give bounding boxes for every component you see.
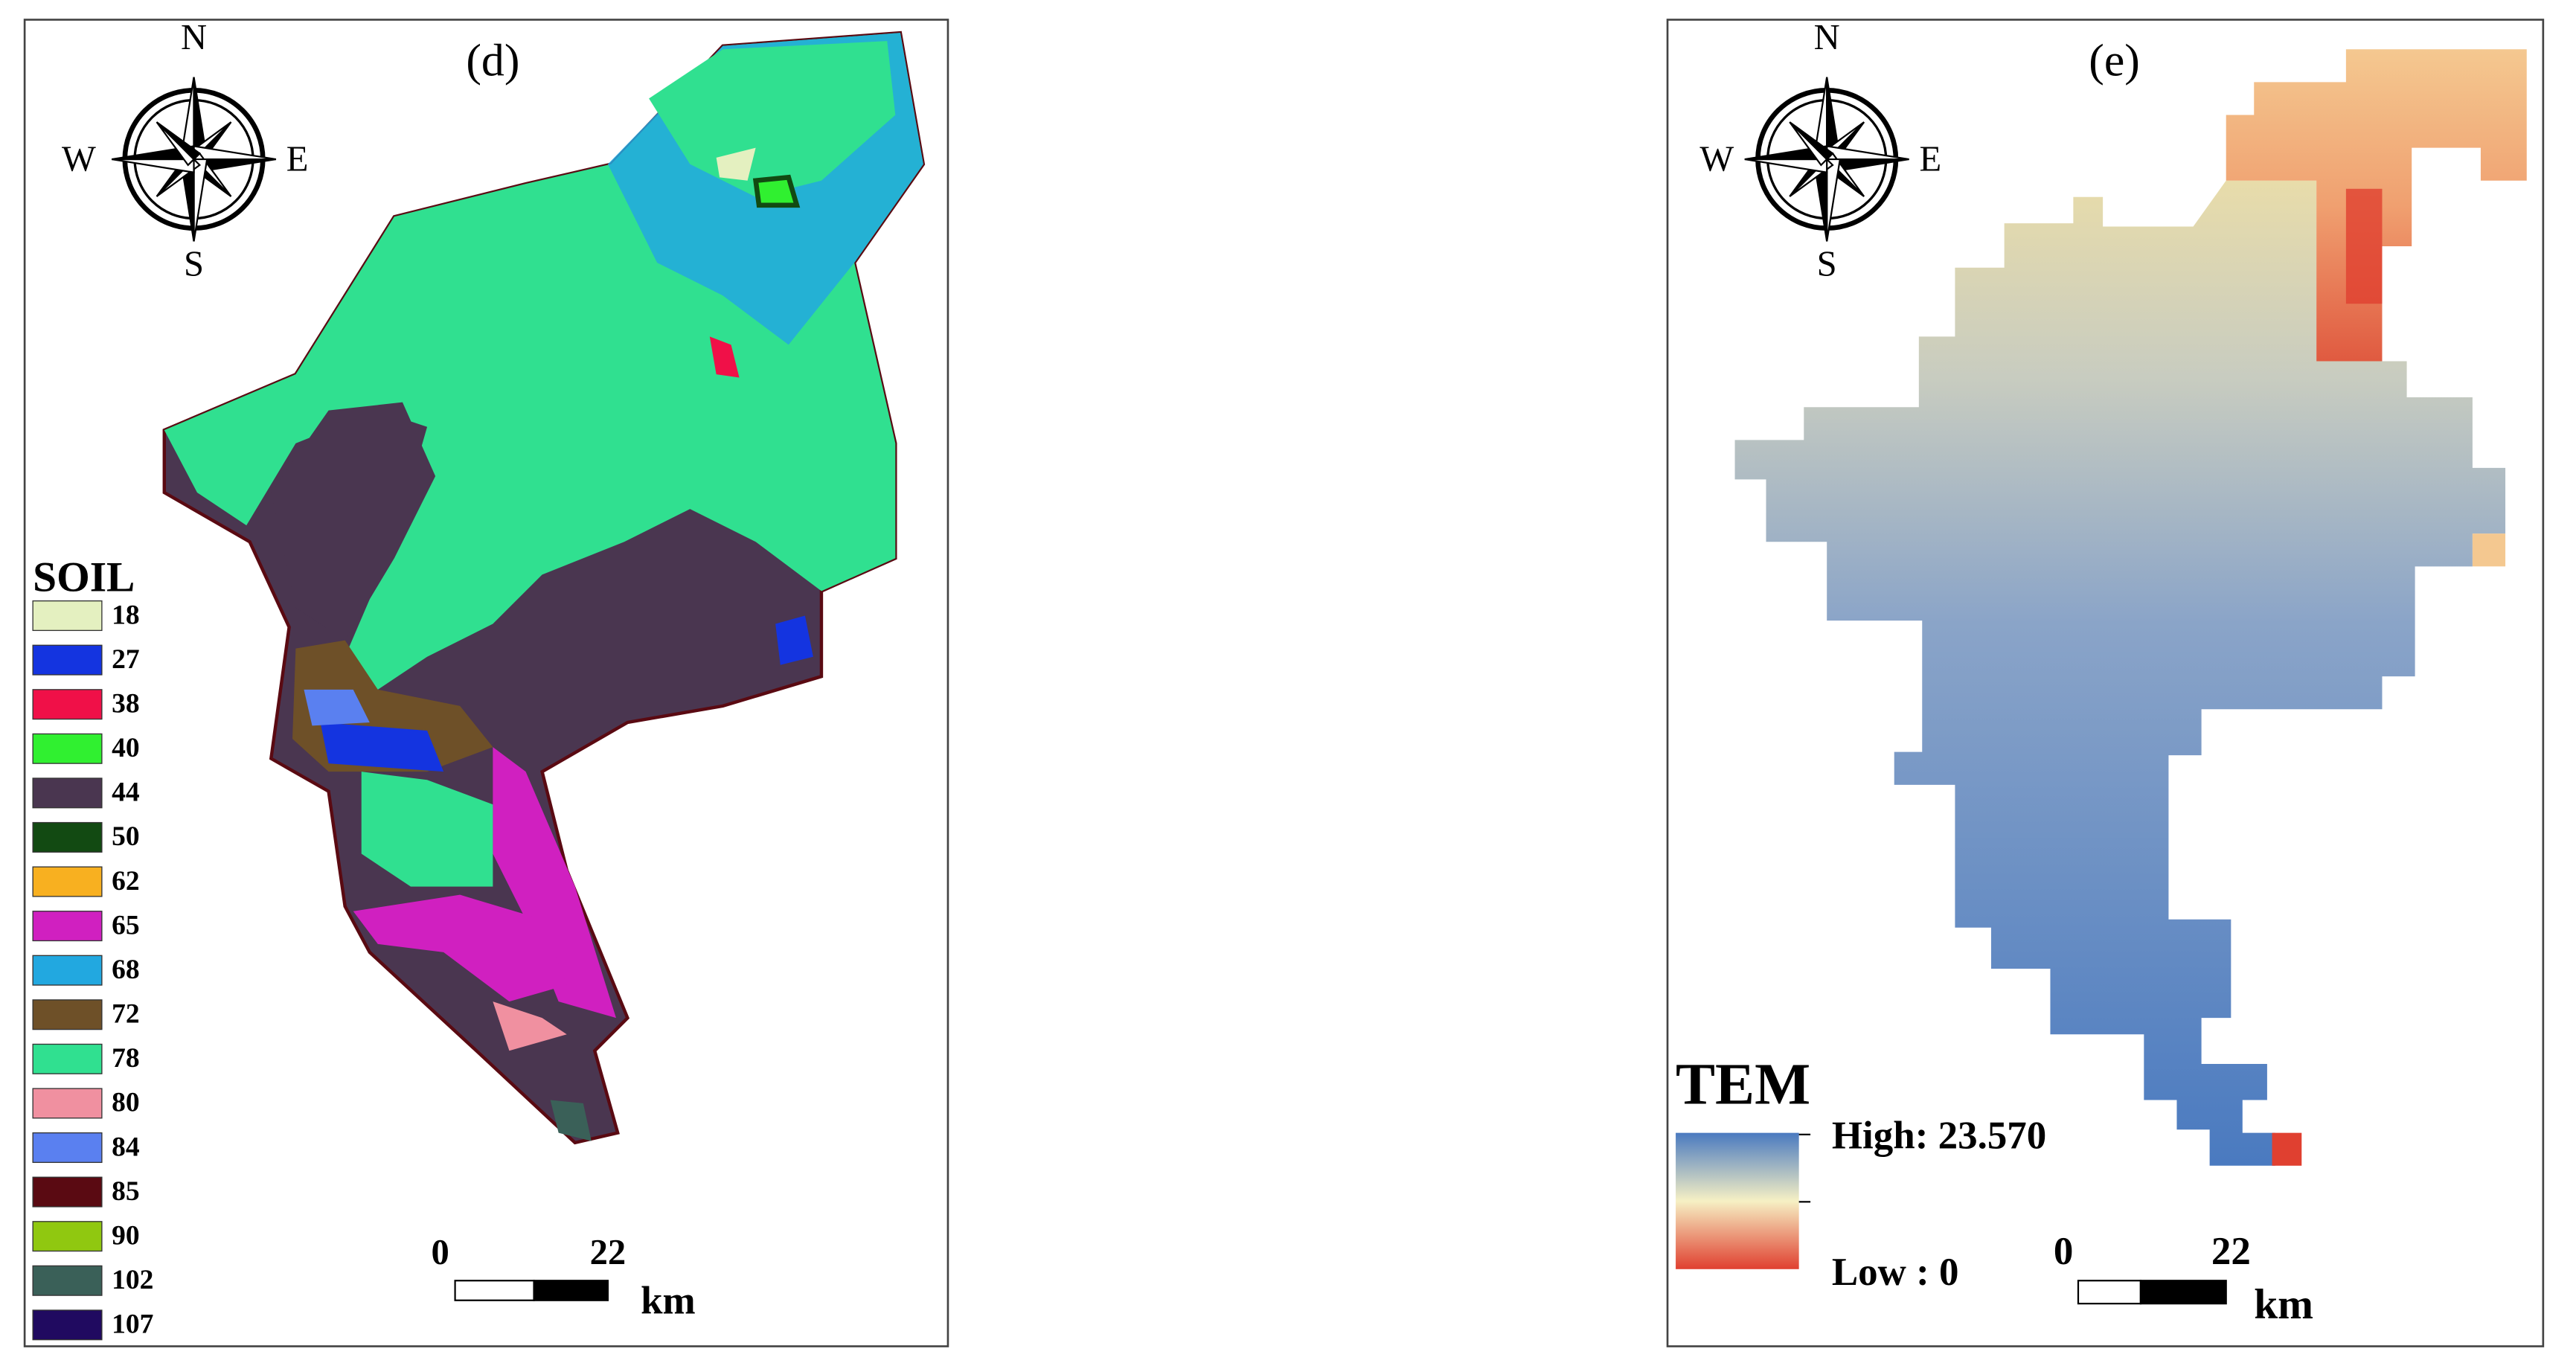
- legend-swatch: [32, 955, 103, 986]
- legend-label: 68: [112, 955, 140, 985]
- legend-swatch: [32, 1176, 103, 1208]
- legend-label: 40: [112, 733, 140, 763]
- legend-label: 102: [112, 1265, 153, 1295]
- legend-label: 78: [112, 1043, 140, 1074]
- compass-point: [1789, 121, 1834, 161]
- compass-w: W: [62, 139, 96, 179]
- legend-swatch: [32, 733, 103, 764]
- scale-unit: km: [641, 1279, 696, 1322]
- legend-swatch: [32, 821, 103, 853]
- scale-bar: 0 22 km: [432, 1232, 696, 1322]
- legend-label: 80: [112, 1088, 140, 1118]
- legend-title: SOIL: [33, 554, 135, 600]
- legend-swatch: [32, 1221, 103, 1252]
- scale-unit: km: [2254, 1281, 2313, 1328]
- legend-swatch: [32, 999, 103, 1030]
- scale-bar: 0 22 km: [2054, 1230, 2313, 1328]
- panel-label: (e): [2089, 36, 2140, 86]
- legend: 18 27 38 40 44 50 62 65 68 72 78 80 84 85 90 102 107: [32, 600, 153, 1341]
- compass-e: E: [1919, 139, 1941, 179]
- compass-n: N: [181, 17, 207, 57]
- legend-label: 18: [112, 600, 140, 630]
- legend-swatch: [32, 1309, 103, 1341]
- compass-point: [156, 121, 202, 161]
- compass: [1744, 77, 1909, 242]
- compass-n: N: [1814, 17, 1840, 57]
- compass-s: S: [1817, 244, 1837, 284]
- compass-e: E: [286, 139, 309, 179]
- compass-s: S: [184, 244, 204, 284]
- soil-map: [162, 31, 926, 1145]
- legend-gradient: [1676, 1132, 1799, 1269]
- legend-label: 84: [112, 1132, 140, 1162]
- legend-label: 27: [112, 644, 140, 675]
- legend-label: 85: [112, 1176, 140, 1207]
- scale-end: 22: [2211, 1230, 2251, 1273]
- legend-label: 62: [112, 866, 140, 897]
- legend-label: 65: [112, 910, 140, 940]
- panel-d: (d) N S E W SOIL 18 27 38 40 44 50 62 65 68 72 78 8…: [23, 17, 949, 1347]
- legend-label: 50: [112, 821, 140, 852]
- legend-swatch: [32, 1088, 103, 1119]
- legend-swatch: [32, 777, 103, 809]
- compass: [111, 77, 277, 242]
- legend-swatch: [32, 600, 103, 632]
- legend-swatch: [32, 644, 103, 676]
- compass-w: W: [1699, 139, 1734, 179]
- legend-label: 90: [112, 1220, 140, 1251]
- panel-label: (d): [466, 36, 519, 86]
- legend-label: 44: [112, 777, 140, 808]
- legend-swatch: [32, 866, 103, 897]
- legend-swatch: [32, 689, 103, 720]
- panel-e: (e) N S E W TEM High: 23.570 Low : 0 0 2…: [1666, 17, 2545, 1347]
- legend-low: Low : 0: [1832, 1251, 1959, 1294]
- legend-swatch: [32, 911, 103, 942]
- legend-high: High: 23.570: [1832, 1115, 2046, 1158]
- scale-start: 0: [2054, 1230, 2073, 1273]
- legend-title: TEM: [1676, 1052, 1810, 1118]
- tem-map: [1734, 49, 2527, 1166]
- scale-start: 0: [432, 1232, 449, 1272]
- legend-label: 107: [112, 1309, 153, 1340]
- legend-swatch: [32, 1132, 103, 1164]
- legend-label: 38: [112, 689, 140, 719]
- legend-swatch: [32, 1043, 103, 1074]
- legend-swatch: [32, 1265, 103, 1296]
- legend-label: 72: [112, 999, 140, 1030]
- scale-end: 22: [590, 1232, 627, 1272]
